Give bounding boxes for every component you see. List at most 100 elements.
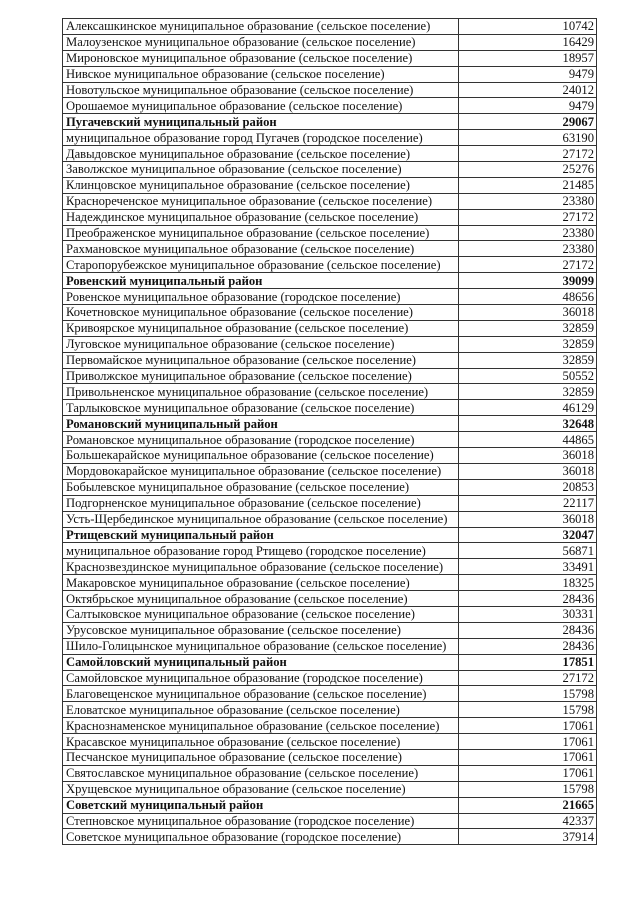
row-value: 9479 (458, 65, 597, 83)
row-name: Красавское муниципальное образование (се… (62, 733, 459, 750)
row-value: 21485 (458, 176, 597, 194)
row-name: Макаровское муниципальное образование (с… (62, 574, 459, 592)
district-row: Ровенский муниципальный район 39099 (62, 272, 597, 290)
table-row: Усть-Щербединское муниципальное образова… (62, 510, 597, 528)
row-value: 17061 (458, 748, 597, 766)
row-value: 15798 (458, 685, 597, 703)
table-row: Мироновское муниципальное образование (с… (62, 49, 597, 67)
table-row: Красавское муниципальное образование (се… (62, 733, 597, 750)
row-value: 23380 (458, 192, 597, 210)
row-value: 28436 (458, 637, 597, 655)
district-row: Самойловский муниципальный район 17851 (62, 653, 597, 671)
row-name: Бобылевское муниципальное образование (с… (62, 478, 459, 496)
row-value: 28436 (458, 621, 597, 639)
row-name: Давыдовское муниципальное образование (с… (62, 145, 459, 163)
row-value: 25276 (458, 161, 597, 178)
table-row: Краснознаменское муниципальное образован… (62, 717, 597, 735)
table-row: Песчанское муниципальное образование (се… (62, 748, 597, 766)
row-value: 18325 (458, 574, 597, 592)
row-value: 32859 (458, 335, 597, 353)
table-row: Романовское муниципальное образование (г… (62, 431, 597, 449)
table-row: Луговское муниципальное образование (сел… (62, 335, 597, 353)
row-value: 9479 (458, 97, 597, 115)
row-value: 36018 (458, 447, 597, 464)
row-value: 32047 (458, 526, 597, 544)
row-name: Романовский муниципальный район (62, 415, 459, 433)
row-value: 27172 (458, 669, 597, 687)
table-row: Кривоярское муниципальное образование (с… (62, 319, 597, 337)
row-value: 21665 (458, 796, 597, 814)
row-name: Тарлыковское муниципальное образование (… (62, 399, 459, 417)
row-value: 30331 (458, 605, 597, 623)
table-row: Привольненское муниципальное образование… (62, 383, 597, 401)
table-row: Макаровское муниципальное образование (с… (62, 574, 597, 592)
district-row: Пугачевский муниципальный район 29067 (62, 113, 597, 131)
table-row: Еловатское муниципальное образование (се… (62, 701, 597, 719)
row-name: Салтыковское муниципальное образование (… (62, 605, 459, 623)
row-name: Краснозвездинское муниципальное образова… (62, 558, 459, 576)
row-name: Орошаемое муниципальное образование (сел… (62, 97, 459, 115)
row-value: 36018 (458, 304, 597, 321)
row-name: муниципальное образование город Ртищево … (62, 542, 459, 560)
table-row: Ровенское муниципальное образование (гор… (62, 288, 597, 306)
row-name: муниципальное образование город Пугачев … (62, 129, 459, 147)
row-value: 17851 (458, 653, 597, 671)
row-name: Мордовокарайское муниципальное образован… (62, 462, 459, 480)
row-value: 50552 (458, 367, 597, 385)
table-row: Алексашкинское муниципальное образование… (62, 18, 597, 35)
row-name: Первомайское муниципальное образование (… (62, 351, 459, 369)
row-name: Святославское муниципальное образование … (62, 764, 459, 782)
row-name: Песчанское муниципальное образование (се… (62, 748, 459, 766)
table-row: Советское муниципальное образование (гор… (62, 828, 597, 846)
row-value: 36018 (458, 510, 597, 528)
table-row: Малоузенское муниципальное образование (… (62, 33, 597, 51)
table-row: Старопорубежское муниципальное образован… (62, 256, 597, 274)
table-row: Надеждинское муниципальное образование (… (62, 208, 597, 226)
table-row: Новотульское муниципальное образование (… (62, 81, 597, 99)
row-value: 28436 (458, 590, 597, 607)
table-row: Приволжское муниципальное образование (с… (62, 367, 597, 385)
row-value: 24012 (458, 81, 597, 99)
row-name: Луговское муниципальное образование (сел… (62, 335, 459, 353)
row-name: Большекарайское муниципальное образовани… (62, 447, 459, 464)
row-name: Надеждинское муниципальное образование (… (62, 208, 459, 226)
row-name: Новотульское муниципальное образование (… (62, 81, 459, 99)
table-row: Нивское муниципальное образование (сельс… (62, 65, 597, 83)
row-value: 27172 (458, 145, 597, 163)
row-value: 18957 (458, 49, 597, 67)
table-row: Клинцовское муниципальное образование (с… (62, 176, 597, 194)
row-value: 20853 (458, 478, 597, 496)
row-value: 32859 (458, 351, 597, 369)
row-value: 46129 (458, 399, 597, 417)
row-value: 42337 (458, 812, 597, 830)
row-name: Ртищевский муниципальный район (62, 526, 459, 544)
row-name: Ровенский муниципальный район (62, 272, 459, 290)
row-value: 22117 (458, 494, 597, 512)
row-name: Советский муниципальный район (62, 796, 459, 814)
row-name: Ровенское муниципальное образование (гор… (62, 288, 459, 306)
table-row: Кочетновское муниципальное образование (… (62, 304, 597, 321)
table-row: Давыдовское муниципальное образование (с… (62, 145, 597, 163)
table-row: Подгорненское муниципальное образование … (62, 494, 597, 512)
row-value: 48656 (458, 288, 597, 306)
table-row: Бобылевское муниципальное образование (с… (62, 478, 597, 496)
table-row: Краснозвездинское муниципальное образова… (62, 558, 597, 576)
row-value: 32859 (458, 383, 597, 401)
row-value: 36018 (458, 462, 597, 480)
row-name: Рахмановское муниципальное образование (… (62, 240, 459, 258)
table-row: Степновское муниципальное образование (г… (62, 812, 597, 830)
row-value: 37914 (458, 828, 597, 846)
table-row: Святославское муниципальное образование … (62, 764, 597, 782)
row-name: Степновское муниципальное образование (г… (62, 812, 459, 830)
district-row: Ртищевский муниципальный район 32047 (62, 526, 597, 544)
row-name: Заволжское муниципальное образование (се… (62, 161, 459, 178)
district-row: Советский муниципальный район 21665 (62, 796, 597, 814)
row-name: Романовское муниципальное образование (г… (62, 431, 459, 449)
row-value: 17061 (458, 717, 597, 735)
row-name: Кочетновское муниципальное образование (… (62, 304, 459, 321)
row-name: Привольненское муниципальное образование… (62, 383, 459, 401)
row-name: Красноречен­ское муниципальное образован… (62, 192, 459, 210)
row-name: Преображенское муниципальное образование… (62, 224, 459, 242)
row-value: 33491 (458, 558, 597, 576)
row-value: 63190 (458, 129, 597, 147)
